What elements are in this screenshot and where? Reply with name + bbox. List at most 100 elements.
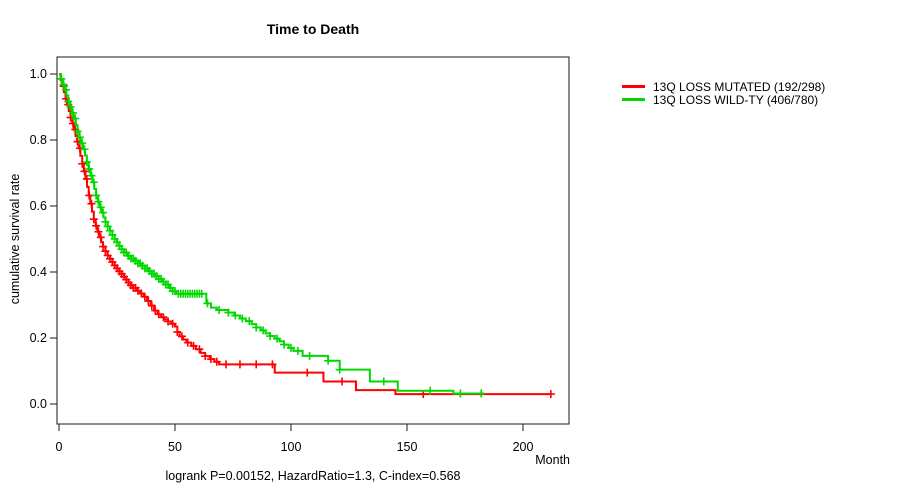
- censor-mark-wildtype: [75, 133, 84, 142]
- censor-mark-wildtype: [68, 108, 77, 117]
- censor-mark-wildtype: [73, 127, 82, 136]
- censor-mark-wildtype: [287, 343, 295, 352]
- censor-mark-wildtype: [379, 377, 388, 386]
- censor-mark-mutated: [201, 352, 210, 361]
- censor-mark-wildtype: [94, 197, 103, 206]
- censor-mark-mutated: [80, 167, 89, 176]
- censor-mark-wildtype: [280, 340, 289, 349]
- censor-mark-wildtype: [71, 114, 80, 123]
- censor-mark-wildtype: [273, 334, 282, 343]
- censor-mark-mutated: [168, 319, 177, 328]
- censor-mark-mutated: [144, 297, 153, 306]
- y-tick-label: 0.4: [30, 265, 47, 279]
- censor-mark-wildtype: [477, 389, 486, 398]
- censor-mark-wildtype: [259, 326, 268, 335]
- censor-mark-wildtype: [293, 346, 302, 355]
- censor-mark-mutated: [222, 360, 231, 369]
- censor-mark-mutated: [338, 377, 347, 386]
- censor-mark-mutated: [96, 233, 105, 242]
- censor-mark-mutated: [89, 215, 98, 224]
- censor-mark-wildtype: [238, 314, 247, 323]
- censor-mark-mutated: [78, 159, 87, 168]
- censor-mark-wildtype: [245, 317, 254, 326]
- censor-mark-mutated: [268, 360, 277, 369]
- censor-mark-wildtype: [215, 305, 224, 314]
- censor-mark-wildtype: [266, 332, 275, 341]
- censor-mark-wildtype: [78, 139, 87, 148]
- censor-mark-mutated: [173, 328, 182, 337]
- legend-line-wildtype-icon: [622, 98, 645, 101]
- censor-mark-wildtype: [335, 365, 344, 374]
- censor-mark-wildtype: [197, 289, 206, 298]
- censor-mark-mutated: [151, 306, 160, 315]
- censor-mark-wildtype: [101, 217, 110, 226]
- censor-mark-mutated: [73, 137, 82, 146]
- censor-mark-wildtype: [103, 222, 112, 231]
- censor-mark-mutated: [303, 368, 312, 377]
- censor-mark-wildtype: [80, 145, 89, 154]
- censor-mark-wildtype: [106, 226, 115, 235]
- censor-mark-wildtype: [324, 356, 333, 365]
- censor-mark-mutated: [177, 332, 186, 341]
- censor-mark-mutated: [101, 247, 110, 256]
- censor-mark-wildtype: [99, 208, 108, 217]
- censor-mark-mutated: [212, 357, 221, 366]
- censor-mark-wildtype: [64, 97, 73, 106]
- censor-mark-wildtype: [92, 191, 101, 200]
- legend-label-wildtype: 13Q LOSS WILD-TY (406/780): [653, 92, 819, 107]
- censor-mark-wildtype: [96, 203, 105, 212]
- legend-line-mutated-icon: [622, 85, 645, 88]
- censor-mark-mutated: [195, 345, 204, 354]
- censor-mark-wildtype: [85, 165, 94, 174]
- censor-mark-mutated: [92, 221, 101, 230]
- censor-mark-mutated: [140, 292, 149, 301]
- censor-mark-mutated: [159, 313, 168, 322]
- censor-mark-wildtype: [57, 74, 66, 83]
- legend: 13Q LOSS MUTATED (192/298) 13Q LOSS WILD…: [622, 79, 826, 107]
- censor-mark-mutated: [82, 174, 91, 183]
- censor-mark-wildtype: [87, 171, 96, 180]
- legend-item-wildtype: 13Q LOSS WILD-TY (406/780): [622, 92, 825, 107]
- censor-mark-mutated: [99, 242, 108, 251]
- censor-mark-wildtype: [66, 103, 75, 111]
- censor-mark-mutated: [85, 191, 94, 200]
- y-tick-label: 0.8: [30, 133, 47, 147]
- censor-mark-mutated: [154, 310, 163, 319]
- y-tick-label: 1.0: [30, 67, 47, 81]
- x-tick-label: 200: [513, 440, 534, 454]
- survival-curve-mutated: [59, 73, 551, 396]
- censor-mark-wildtype: [456, 389, 465, 398]
- x-axis-title: Month: [535, 453, 570, 467]
- censor-mark-mutated: [87, 199, 96, 208]
- y-tick-label: 0.6: [30, 199, 47, 213]
- x-tick-label: 50: [168, 440, 182, 454]
- stats-annotation: logrank P=0.00152, HazardRatio=1.3, C-in…: [165, 469, 461, 483]
- x-tick-label: 100: [281, 440, 302, 454]
- censor-mark-wildtype: [61, 85, 70, 94]
- censor-mark-mutated: [235, 360, 244, 369]
- censor-mark-wildtype: [224, 308, 233, 317]
- censor-mark-wildtype: [231, 311, 240, 320]
- censor-mark-mutated: [147, 301, 156, 310]
- censor-mark-mutated: [189, 341, 198, 350]
- censor-mark-wildtype: [89, 178, 98, 187]
- chart-title: Time to Death: [266, 21, 360, 37]
- legend-label-mutated: 13Q LOSS MUTATED (192/298): [653, 79, 826, 94]
- censor-mark-wildtype: [203, 299, 212, 308]
- censor-mark-mutated: [546, 390, 555, 399]
- legend-item-mutated: 13Q LOSS MUTATED (192/298): [622, 79, 826, 94]
- censor-mark-mutated: [94, 227, 103, 236]
- censor-mark-wildtype: [305, 351, 314, 360]
- censor-mark-wildtype: [426, 386, 435, 395]
- censor-mark-mutated: [183, 338, 192, 347]
- censor-mark-mutated: [252, 360, 261, 369]
- censor-mark-wildtype: [252, 323, 261, 332]
- censor-mark-mutated: [206, 355, 215, 364]
- y-tick-label: 0.2: [30, 331, 47, 345]
- censor-mark-wildtype: [82, 158, 91, 167]
- x-tick-label: 0: [56, 440, 63, 454]
- x-tick-label: 150: [397, 440, 418, 454]
- y-tick-label: 0.0: [30, 397, 47, 411]
